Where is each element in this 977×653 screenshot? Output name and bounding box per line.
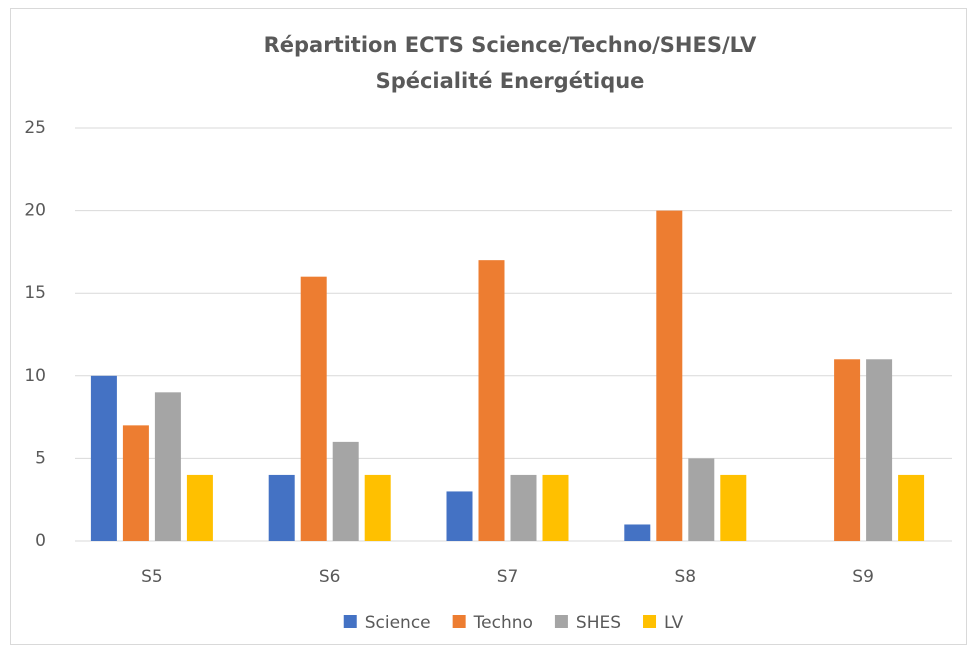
y-tick-label: 5 <box>35 448 46 468</box>
legend-swatch <box>452 615 466 628</box>
legend-swatch <box>643 615 657 628</box>
legend-label: SHES <box>576 613 621 633</box>
bar <box>446 491 473 541</box>
bar <box>688 458 715 541</box>
bar <box>300 276 327 541</box>
bar <box>834 359 861 541</box>
bar <box>478 260 505 541</box>
legend-swatch <box>343 615 357 628</box>
y-tick-label: 10 <box>24 366 46 386</box>
y-tick-label: 0 <box>35 531 46 551</box>
x-tick-label: S5 <box>141 567 163 587</box>
chart-title: Répartition ECTS Science/Techno/SHES/LV <box>264 33 758 57</box>
y-tick-label: 20 <box>24 201 46 221</box>
chart-title: Spécialité Energétique <box>376 69 645 93</box>
bar <box>154 392 181 541</box>
y-tick-label: 25 <box>24 118 46 138</box>
bar <box>364 474 391 541</box>
bar <box>720 474 747 541</box>
x-tick-label: S7 <box>497 567 519 587</box>
bar <box>510 474 537 541</box>
bar <box>866 359 893 541</box>
legend-label: LV <box>664 613 684 633</box>
x-tick-label: S8 <box>674 567 696 587</box>
x-tick-label: S6 <box>319 567 341 587</box>
bar <box>90 375 117 541</box>
bar <box>898 474 925 541</box>
bar <box>268 474 295 541</box>
bar <box>332 441 359 541</box>
legend-label: Techno <box>473 613 533 633</box>
legend-swatch <box>554 615 568 628</box>
bar <box>656 210 683 541</box>
y-tick-label: 15 <box>24 283 46 303</box>
bar <box>186 474 213 541</box>
bar <box>624 524 651 541</box>
bar <box>542 474 569 541</box>
bar <box>122 425 149 541</box>
x-tick-label: S9 <box>852 567 874 587</box>
legend-label: Science <box>365 613 431 633</box>
